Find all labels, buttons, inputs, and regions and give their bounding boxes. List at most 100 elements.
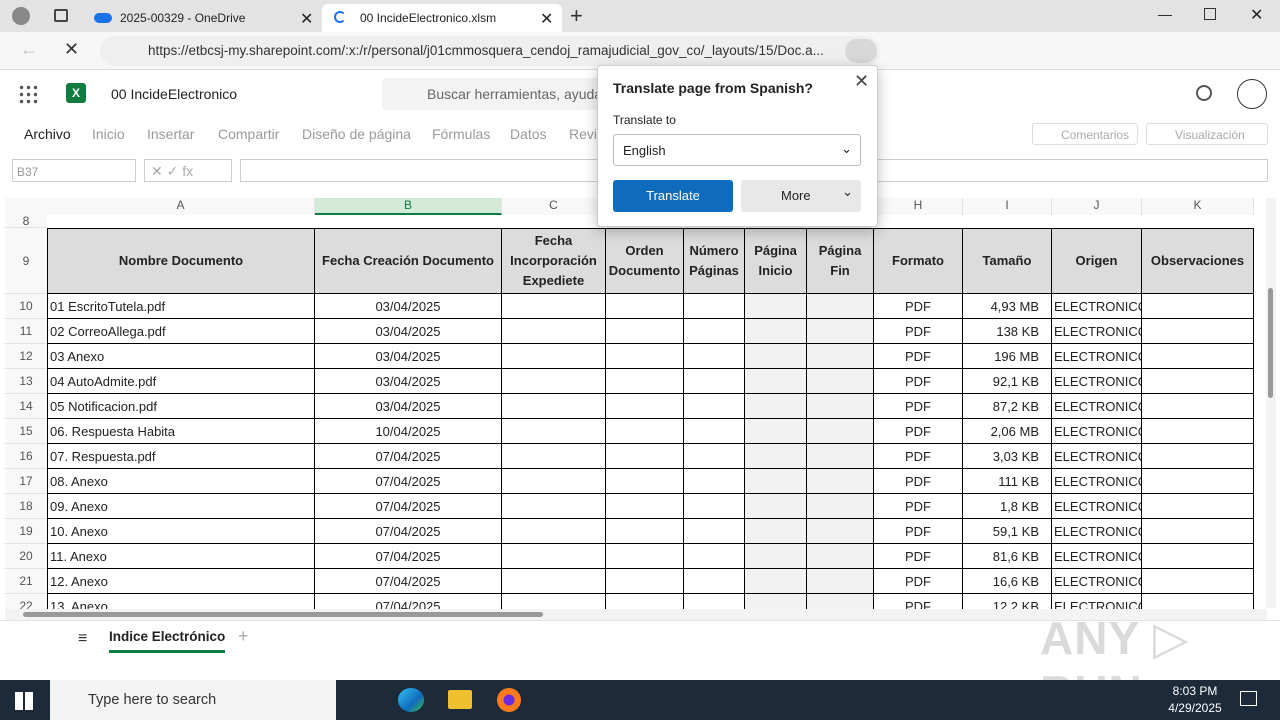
data-cell[interactable]: 59,1 KB bbox=[963, 519, 1052, 544]
ribbon-tab[interactable]: Inicio bbox=[92, 126, 125, 142]
minimize[interactable]: — bbox=[1158, 6, 1172, 22]
add-sheet[interactable]: + bbox=[238, 626, 249, 646]
ribbon-tab[interactable]: Insertar bbox=[147, 126, 195, 142]
data-cell[interactable]: 4,93 MB bbox=[963, 294, 1052, 319]
empty-cell[interactable] bbox=[1142, 494, 1254, 519]
data-cell[interactable]: PDF bbox=[874, 569, 963, 594]
header-cell[interactable]: Fecha Creación Documento bbox=[315, 228, 502, 294]
empty-cell[interactable] bbox=[606, 444, 684, 469]
empty-cell[interactable] bbox=[745, 294, 807, 319]
empty-cell[interactable] bbox=[1142, 394, 1254, 419]
empty-cell[interactable] bbox=[807, 494, 874, 519]
empty-cell[interactable] bbox=[502, 569, 606, 594]
empty-cell[interactable] bbox=[807, 544, 874, 569]
data-cell[interactable]: ELECTRONICO bbox=[1052, 344, 1142, 369]
empty-cell[interactable] bbox=[606, 519, 684, 544]
data-cell[interactable]: 11. Anexo bbox=[47, 544, 315, 569]
data-cell[interactable]: 03/04/2025 bbox=[315, 319, 502, 344]
header-cell[interactable]: Número Páginas bbox=[684, 228, 745, 294]
data-cell[interactable]: PDF bbox=[874, 294, 963, 319]
empty-cell[interactable] bbox=[745, 394, 807, 419]
data-cell[interactable]: 92,1 KB bbox=[963, 369, 1052, 394]
empty-cell[interactable] bbox=[745, 469, 807, 494]
empty-cell[interactable] bbox=[745, 494, 807, 519]
empty-cell[interactable] bbox=[1142, 469, 1254, 494]
data-cell[interactable]: 196 MB bbox=[963, 344, 1052, 369]
sheet-list[interactable]: ≡ bbox=[78, 630, 88, 647]
ribbon-tab[interactable]: Fórmulas bbox=[432, 126, 491, 142]
browser-tab[interactable]: 2025-00329 - OneDrive ✕ bbox=[82, 4, 320, 32]
empty-cell[interactable] bbox=[606, 419, 684, 444]
empty-cell[interactable] bbox=[502, 519, 606, 544]
row-header[interactable]: 21 bbox=[5, 569, 47, 594]
column-header[interactable]: I bbox=[963, 198, 1052, 215]
empty-cell[interactable] bbox=[606, 544, 684, 569]
row-header[interactable]: 12 bbox=[5, 344, 47, 369]
app-launcher[interactable] bbox=[18, 84, 38, 104]
v-scrollbar[interactable] bbox=[1266, 198, 1276, 608]
data-cell[interactable]: 01 EscritoTutela.pdf bbox=[47, 294, 315, 319]
column-header[interactable]: A bbox=[47, 198, 315, 215]
row-header[interactable]: 13 bbox=[5, 369, 47, 394]
empty-cell[interactable] bbox=[684, 544, 745, 569]
column-header[interactable]: C bbox=[502, 198, 606, 215]
translate-button[interactable]: Translate bbox=[613, 180, 733, 212]
row-header[interactable]: 20 bbox=[5, 544, 47, 569]
stop-button[interactable]: ✕ bbox=[64, 39, 80, 59]
data-cell[interactable]: 07/04/2025 bbox=[315, 544, 502, 569]
data-cell[interactable]: 06. Respuesta Habita bbox=[47, 419, 315, 444]
empty-cell[interactable] bbox=[1142, 369, 1254, 394]
popup-close[interactable]: ✕ bbox=[854, 71, 870, 91]
data-cell[interactable]: 07/04/2025 bbox=[315, 494, 502, 519]
header-cell[interactable]: Página Fin bbox=[807, 228, 874, 294]
empty-cell[interactable] bbox=[684, 294, 745, 319]
data-cell[interactable]: ELECTRONICO bbox=[1052, 519, 1142, 544]
notifications[interactable] bbox=[1240, 691, 1257, 706]
data-cell[interactable]: 10/04/2025 bbox=[315, 419, 502, 444]
empty-cell[interactable] bbox=[606, 494, 684, 519]
data-cell[interactable]: PDF bbox=[874, 394, 963, 419]
more-button[interactable]: More ⌄ bbox=[741, 180, 861, 212]
ribbon-tab[interactable]: Datos bbox=[510, 126, 547, 142]
empty-cell[interactable] bbox=[684, 344, 745, 369]
empty-cell[interactable] bbox=[606, 569, 684, 594]
data-cell[interactable]: ELECTRONICO bbox=[1052, 544, 1142, 569]
account[interactable] bbox=[1237, 79, 1267, 109]
header-cell[interactable]: Origen bbox=[1052, 228, 1142, 294]
row-header[interactable]: 16 bbox=[5, 444, 47, 469]
column-header[interactable]: H bbox=[874, 198, 963, 215]
settings[interactable] bbox=[1196, 85, 1212, 101]
browser-tab-active[interactable]: 00 IncideElectronico.xlsm ✕ bbox=[322, 4, 562, 32]
taskbar-search[interactable]: Type here to search bbox=[50, 680, 336, 720]
empty-cell[interactable] bbox=[745, 344, 807, 369]
empty-cell[interactable] bbox=[807, 444, 874, 469]
tab-actions-icon[interactable] bbox=[54, 9, 68, 22]
data-cell[interactable]: 02 CorreoAllega.pdf bbox=[47, 319, 315, 344]
close-window[interactable]: ✕ bbox=[1250, 7, 1264, 24]
row-header[interactable]: 11 bbox=[5, 319, 47, 344]
header-cell[interactable]: Fecha Incorporación Expediete bbox=[502, 228, 606, 294]
empty-cell[interactable] bbox=[502, 544, 606, 569]
data-cell[interactable]: 07/04/2025 bbox=[315, 569, 502, 594]
empty-cell[interactable] bbox=[606, 394, 684, 419]
empty-cell[interactable] bbox=[745, 319, 807, 344]
empty-cell[interactable] bbox=[684, 419, 745, 444]
empty-cell[interactable] bbox=[745, 519, 807, 544]
header-cell[interactable]: Página Inicio bbox=[745, 228, 807, 294]
empty-cell[interactable] bbox=[807, 394, 874, 419]
data-cell[interactable]: 10. Anexo bbox=[47, 519, 315, 544]
url-field[interactable]: https://etbcsj-my.sharepoint.com/:x:/r/p… bbox=[100, 36, 880, 66]
row-header[interactable]: 14 bbox=[5, 394, 47, 419]
ribbon-tab[interactable]: Archivo bbox=[24, 126, 71, 142]
data-cell[interactable]: 04 AutoAdmite.pdf bbox=[47, 369, 315, 394]
row-header[interactable]: 19 bbox=[5, 519, 47, 544]
column-header[interactable]: K bbox=[1142, 198, 1254, 215]
empty-cell[interactable] bbox=[745, 444, 807, 469]
scroll-thumb[interactable] bbox=[23, 612, 543, 617]
ribbon-tab[interactable]: Compartir bbox=[218, 126, 280, 142]
data-cell[interactable]: 07/04/2025 bbox=[315, 519, 502, 544]
data-cell[interactable]: 03/04/2025 bbox=[315, 394, 502, 419]
empty-cell[interactable] bbox=[684, 394, 745, 419]
data-cell[interactable]: 111 KB bbox=[963, 469, 1052, 494]
firefox-icon[interactable] bbox=[497, 688, 521, 712]
